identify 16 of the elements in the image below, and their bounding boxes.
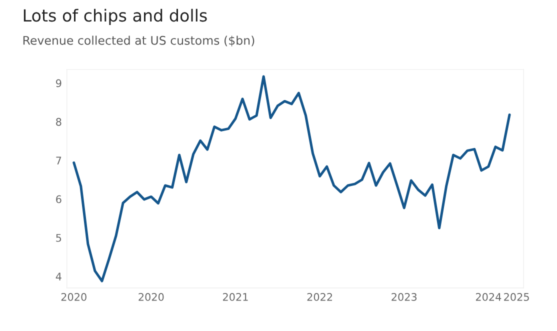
y-tick-label: 9 xyxy=(56,79,62,88)
chart-title: Lots of chips and dolls xyxy=(24,8,207,25)
chart-subtitle: Revenue collected at US customs ($bn) xyxy=(23,36,254,46)
x-tick-label: 2022 xyxy=(307,293,332,301)
x-tick-label: 2020 xyxy=(138,293,164,301)
y-tick-label: 7 xyxy=(56,156,62,164)
y-tick-label: 4 xyxy=(56,272,62,280)
x-tick-label: 2023 xyxy=(392,293,417,301)
line-series xyxy=(72,75,511,282)
x-tick-label: 2021 xyxy=(222,293,248,301)
x-tick-label: 2020 xyxy=(61,293,86,301)
y-tick-label: 8 xyxy=(56,118,62,126)
y-tick-label: 6 xyxy=(56,195,62,204)
x-tick-label: 2024 xyxy=(476,293,502,301)
y-tick-label: 5 xyxy=(56,234,62,242)
x-tick-label: 2025 xyxy=(504,293,529,301)
